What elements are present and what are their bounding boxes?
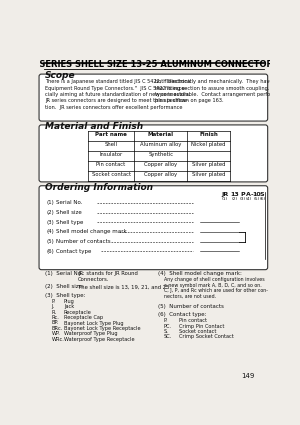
Text: Plug: Plug [64, 299, 75, 304]
Text: Connectors.: Connectors. [78, 277, 109, 282]
Text: (6): (6) [259, 196, 265, 201]
Text: type is available.  Contact arrangement performance of the: type is available. Contact arrangement p… [155, 92, 300, 97]
Text: The shell size is 13, 19, 21, and 25.: The shell size is 13, 19, 21, and 25. [78, 284, 171, 289]
Text: PC.: PC. [164, 323, 172, 329]
Text: 149: 149 [241, 373, 254, 379]
Text: Shell model change mark: Shell model change mark [56, 229, 127, 234]
Text: P: P [241, 192, 245, 197]
Text: Copper alloy: Copper alloy [144, 172, 177, 177]
Text: (4)  Shell model change mark:: (4) Shell model change mark: [158, 271, 242, 276]
Text: There is a Japanese standard titled JIS C 5422,  "Electronic: There is a Japanese standard titled JIS … [45, 79, 192, 85]
Text: JR series connectors are designed to meet this specifica-: JR series connectors are designed to mee… [45, 99, 188, 103]
FancyBboxPatch shape [39, 125, 268, 182]
Text: (6)  Contact type:: (6) Contact type: [158, 312, 206, 317]
Text: (3): (3) [46, 220, 54, 225]
Text: SC.: SC. [164, 334, 172, 339]
Text: Aluminum alloy: Aluminum alloy [140, 142, 181, 147]
Text: Silver plated: Silver plated [192, 162, 225, 167]
Text: Waterproof Type Receptacle: Waterproof Type Receptacle [64, 337, 134, 342]
Text: Ordering Information: Ordering Information [45, 183, 153, 192]
Text: cially aiming at future standardization of new connectors.: cially aiming at future standardization … [45, 92, 191, 97]
Text: Any change of shell configuration involves: Any change of shell configuration involv… [164, 278, 265, 282]
Text: the fitting section to assure smooth coupling.  A waterproof: the fitting section to assure smooth cou… [155, 86, 300, 91]
Text: BRc.: BRc. [52, 326, 63, 331]
Text: Nickel plated: Nickel plated [191, 142, 226, 147]
Text: Crimp Socket Contact: Crimp Socket Contact [179, 334, 234, 339]
Text: Receptacle: Receptacle [64, 310, 92, 315]
Text: Receptacle Cap: Receptacle Cap [64, 315, 103, 320]
Text: Socket contact: Socket contact [92, 172, 131, 177]
Text: (3)  Shell type:: (3) Shell type: [45, 293, 86, 298]
Text: 13: 13 [231, 192, 239, 197]
Text: a new symbol mark A, B, D, C, and so on.: a new symbol mark A, B, D, C, and so on. [164, 283, 262, 288]
Text: Insulator: Insulator [100, 152, 123, 157]
Text: 10: 10 [253, 192, 261, 197]
Text: Crimp Pin Contact: Crimp Pin Contact [179, 323, 225, 329]
Text: S.: S. [164, 329, 169, 334]
Text: (1)  Serial No.:: (1) Serial No.: [45, 271, 85, 276]
Text: (4): (4) [46, 229, 54, 234]
Text: Copper alloy: Copper alloy [144, 162, 177, 167]
Text: JR SERIES SHELL SIZE 13-25 ALUMINUM CONNECTORS: JR SERIES SHELL SIZE 13-25 ALUMINUM CONN… [28, 60, 280, 69]
Text: pins is shown on page 163.: pins is shown on page 163. [155, 99, 224, 103]
Text: (5): (5) [254, 196, 260, 201]
Text: (1): (1) [222, 196, 228, 201]
FancyBboxPatch shape [39, 74, 268, 121]
Text: Shell type: Shell type [56, 220, 83, 225]
Text: (5): (5) [46, 239, 54, 244]
Text: (2): (2) [232, 196, 238, 201]
Text: Material: Material [148, 132, 174, 137]
Text: C, J, P, and Rc which are used for other con-: C, J, P, and Rc which are used for other… [164, 288, 268, 293]
Text: JR  stands for JR Round: JR stands for JR Round [78, 271, 138, 276]
Text: (1): (1) [46, 200, 54, 205]
Text: (5)  Number of contacts: (5) Number of contacts [158, 303, 224, 309]
Text: Number of contacts: Number of contacts [56, 239, 111, 244]
Text: A: A [246, 192, 251, 197]
Text: JR: JR [221, 192, 229, 197]
Text: Serial No.: Serial No. [56, 200, 82, 205]
Text: P.: P. [164, 318, 168, 323]
Text: Silver plated: Silver plated [192, 172, 225, 177]
Text: P.: P. [52, 299, 55, 304]
Text: Part name: Part name [95, 132, 127, 137]
Text: WP.: WP. [52, 331, 60, 336]
Text: Rc.: Rc. [52, 315, 59, 320]
Text: Bayonet Lock Type Plug: Bayonet Lock Type Plug [64, 320, 123, 326]
Text: WRc.: WRc. [52, 337, 64, 342]
Text: Pin contact: Pin contact [97, 162, 126, 167]
Text: Pin contact: Pin contact [179, 318, 207, 323]
Text: J.: J. [52, 304, 55, 309]
Text: Material and Finish: Material and Finish [45, 122, 143, 131]
Text: Scope: Scope [45, 71, 76, 80]
Text: Bayonet Lock Type Receptacle: Bayonet Lock Type Receptacle [64, 326, 140, 331]
Text: (2)  Shell size:: (2) Shell size: [45, 284, 84, 289]
Text: R.: R. [52, 310, 56, 315]
Text: Synthetic: Synthetic [148, 152, 173, 157]
Text: (3): (3) [240, 196, 246, 201]
Text: S: S [260, 192, 265, 197]
Text: Socket contact: Socket contact [179, 329, 217, 334]
Text: Waterproof Type Plug: Waterproof Type Plug [64, 331, 117, 336]
Text: Jack: Jack [64, 304, 74, 309]
Text: (6): (6) [46, 249, 54, 253]
Text: tion.  JR series connectors offer excellent performance: tion. JR series connectors offer excelle… [45, 105, 183, 110]
Text: (2): (2) [46, 210, 54, 215]
Text: Finish: Finish [199, 132, 218, 137]
Text: (4): (4) [245, 196, 251, 201]
Text: Shell size: Shell size [56, 210, 82, 215]
Text: -: - [251, 192, 253, 197]
Text: BP.: BP. [52, 320, 59, 326]
FancyBboxPatch shape [39, 186, 268, 270]
Text: Shell: Shell [105, 142, 118, 147]
Text: both electrically and mechanically.  They have fine keys in: both electrically and mechanically. They… [155, 79, 300, 85]
Text: nectors, are not used.: nectors, are not used. [164, 294, 216, 298]
Text: Contact type: Contact type [56, 249, 92, 253]
Text: Equipment Round Type Connectors."  JIS C 5422 is espe-: Equipment Round Type Connectors." JIS C … [45, 86, 187, 91]
